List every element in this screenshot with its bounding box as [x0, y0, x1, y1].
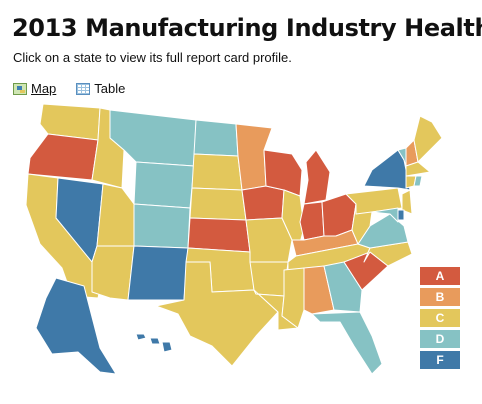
us-states-map [25, 103, 443, 375]
state-co[interactable] [133, 203, 191, 249]
table-icon [76, 82, 91, 95]
page-subtitle: Click on a state to view its full report… [13, 50, 292, 65]
map-view-label: Map [31, 81, 57, 96]
state-fl[interactable] [311, 311, 383, 375]
state-me[interactable] [413, 115, 443, 163]
state-nd[interactable] [193, 119, 239, 157]
inset-borders [107, 299, 177, 347]
legend-grade-c[interactable]: C [420, 309, 460, 327]
grade-legend: A B C D F [420, 267, 460, 372]
state-oh[interactable] [321, 193, 357, 237]
legend-grade-a[interactable]: A [420, 267, 460, 285]
state-in[interactable] [299, 201, 325, 241]
state-ia[interactable] [241, 185, 285, 221]
state-ri[interactable] [413, 175, 423, 187]
legend-grade-d[interactable]: D [420, 330, 460, 348]
page-title: 2013 Manufacturing Industry Health [12, 14, 482, 42]
map-icon [13, 82, 27, 95]
state-ne[interactable] [189, 187, 247, 221]
table-view-label: Table [94, 81, 126, 96]
state-ak[interactable] [35, 277, 117, 375]
state-de[interactable] [397, 209, 405, 221]
state-az[interactable] [91, 245, 135, 301]
states-layer [25, 103, 443, 375]
view-switcher: Map Table [13, 81, 145, 96]
state-nm[interactable] [127, 245, 189, 301]
state-md[interactable] [371, 207, 399, 223]
state-sd[interactable] [191, 153, 243, 191]
state-ut[interactable] [96, 183, 135, 247]
state-wy[interactable] [133, 161, 195, 209]
state-nj[interactable] [401, 189, 413, 215]
state-ga[interactable] [323, 261, 363, 313]
legend-grade-f[interactable]: F [420, 351, 460, 369]
legend-grade-b[interactable]: B [420, 288, 460, 306]
state-mi[interactable] [303, 149, 331, 205]
state-ms[interactable] [281, 267, 305, 329]
table-view-link[interactable]: Table [76, 81, 125, 96]
state-tx[interactable] [155, 261, 279, 367]
state-ks[interactable] [187, 217, 251, 253]
map-view-link[interactable]: Map [13, 81, 56, 96]
state-ma[interactable] [405, 161, 431, 177]
state-hi[interactable] [135, 333, 173, 353]
state-or[interactable] [27, 133, 99, 181]
